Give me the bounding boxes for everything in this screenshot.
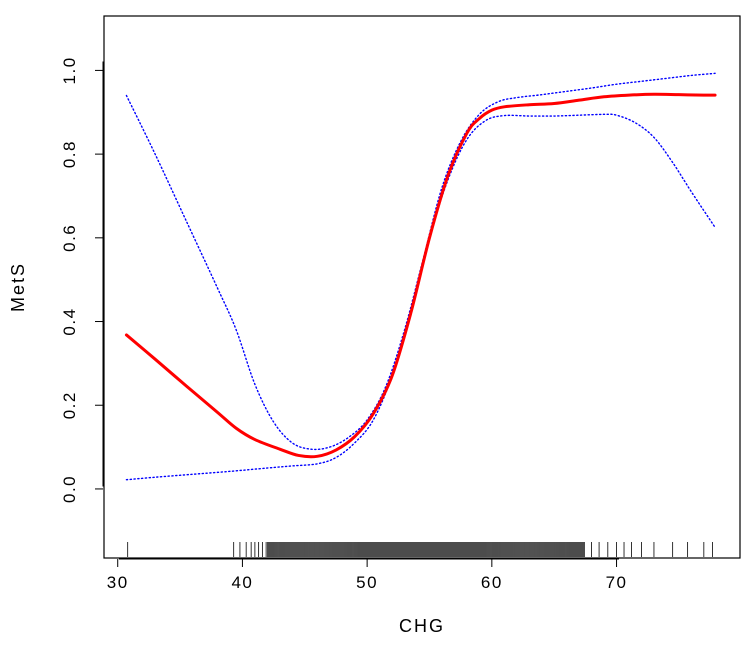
series-line-upper-ci [125, 72, 716, 451]
series-line-estimate [124, 92, 717, 459]
x-tick-label: 50 [356, 573, 378, 592]
x-axis-title: CHG [399, 616, 445, 636]
rug-plot [127, 542, 713, 557]
series-layer [124, 72, 717, 481]
y-tick-label: 0.0 [60, 475, 79, 503]
x-tick-label: 70 [606, 573, 628, 592]
y-tick-label: 1.0 [60, 56, 79, 84]
y-tick-label: 0.4 [60, 307, 79, 335]
x-axis: 30 40 50 60 70 [107, 558, 628, 592]
x-tick-label: 40 [231, 573, 253, 592]
x-ticks: 30 40 50 60 70 [107, 559, 628, 592]
y-axis-title: MetS [8, 262, 28, 312]
x-tick-label: 60 [481, 573, 503, 592]
plot-frame [103, 15, 741, 559]
y-ticks: 0.0 0.2 0.4 0.6 0.8 1.0 [60, 56, 103, 503]
y-tick-label: 0.2 [60, 391, 79, 419]
series-line-lower-ci [125, 113, 716, 481]
y-tick-label: 0.6 [60, 224, 79, 252]
x-tick-label: 30 [107, 573, 129, 592]
y-axis: 0.0 0.2 0.4 0.6 0.8 1.0 [60, 56, 104, 503]
y-tick-label: 0.8 [60, 140, 79, 168]
